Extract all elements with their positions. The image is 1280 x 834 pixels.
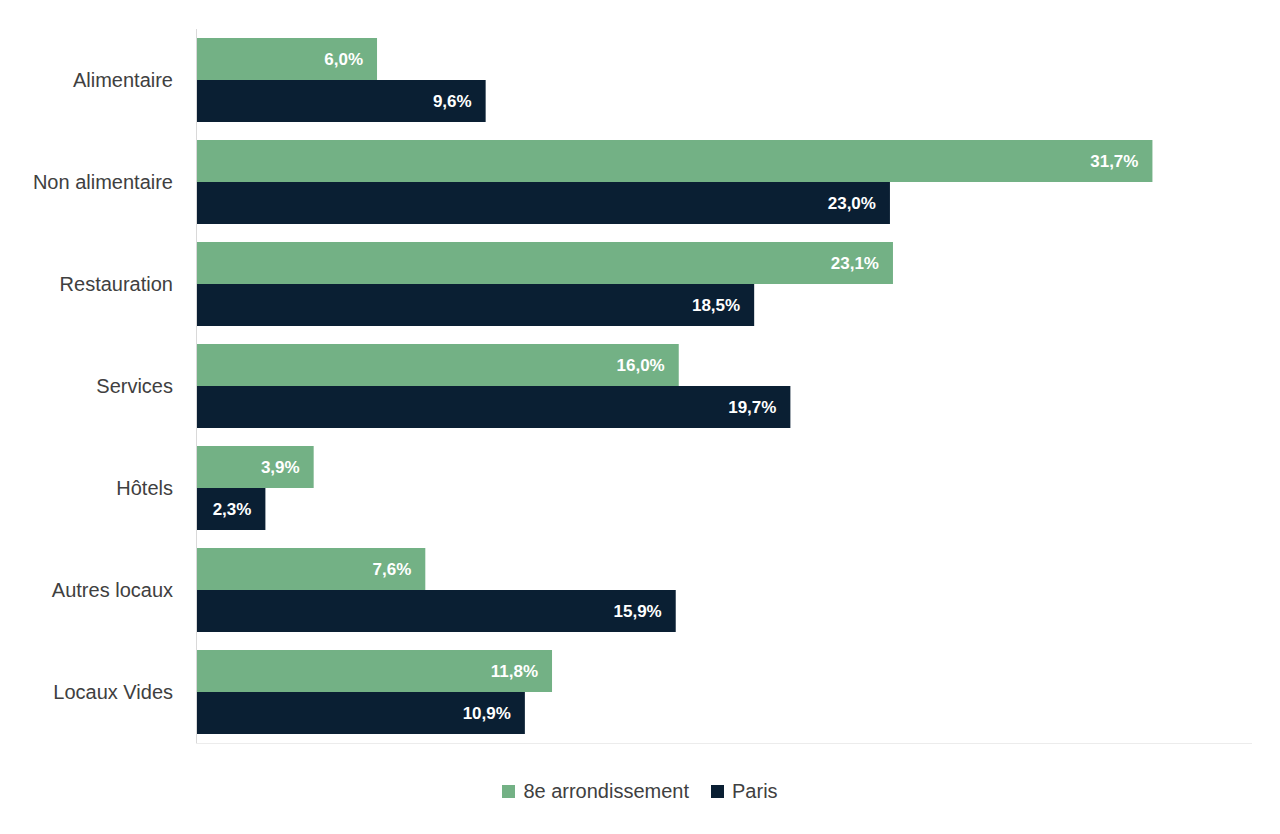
legend-swatch: [711, 785, 724, 798]
legend-label: Paris: [732, 780, 778, 803]
bar: [196, 692, 525, 734]
bar: [196, 140, 1152, 182]
bar: [196, 446, 314, 488]
bar: [196, 590, 676, 632]
legend-swatch: [502, 785, 515, 798]
data-label: 23,0%: [828, 194, 876, 213]
data-label: 10,9%: [463, 704, 511, 723]
category-label: Autres locaux: [52, 579, 173, 601]
data-label: 2,3%: [213, 500, 252, 519]
bar: [196, 284, 754, 326]
bar: [196, 488, 265, 530]
category-label: Non alimentaire: [33, 171, 173, 193]
bar: [196, 242, 893, 284]
bar: [196, 80, 486, 122]
bar: [196, 344, 679, 386]
data-label: 23,1%: [831, 254, 879, 273]
data-label: 15,9%: [614, 602, 662, 621]
category-label: Hôtels: [116, 477, 173, 499]
category-label: Locaux Vides: [53, 681, 173, 703]
bar: [196, 650, 552, 692]
legend: 8e arrondissement Paris: [0, 780, 1280, 803]
data-label: 6,0%: [324, 50, 363, 69]
data-label: 18,5%: [692, 296, 740, 315]
legend-item: 8e arrondissement: [502, 780, 689, 803]
data-label: 3,9%: [261, 458, 300, 477]
y-axis-line: [196, 29, 197, 743]
bar: [196, 548, 425, 590]
legend-label: 8e arrondissement: [523, 780, 689, 803]
data-label: 16,0%: [617, 356, 665, 375]
bars: [196, 38, 1152, 734]
category-label: Alimentaire: [73, 69, 173, 91]
chart: Alimentaire 6,0% 9,6% Non alimentaire 31,7% 2…: [0, 0, 1280, 834]
legend-item: Paris: [711, 780, 778, 803]
data-label: 19,7%: [728, 398, 776, 417]
bar: [196, 386, 790, 428]
labels: Alimentaire 6,0% 9,6% Non alimentaire 31,7% 2…: [33, 50, 1139, 723]
bar: [196, 182, 890, 224]
category-label: Services: [96, 375, 173, 397]
bar: [196, 38, 377, 80]
x-axis-line: [196, 743, 1252, 744]
category-label: Restauration: [60, 273, 173, 295]
data-label: 11,8%: [491, 662, 538, 681]
data-label: 7,6%: [373, 560, 412, 579]
data-label: 31,7%: [1090, 152, 1138, 171]
data-label: 9,6%: [433, 92, 472, 111]
